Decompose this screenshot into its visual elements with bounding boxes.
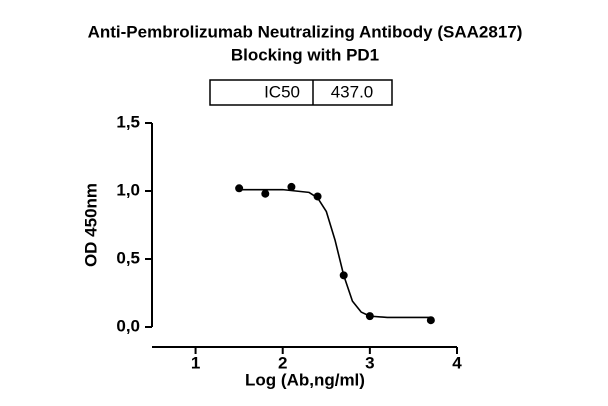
data-point — [365, 312, 374, 321]
y-tick-label: 1,5 — [116, 112, 140, 131]
data-point — [261, 189, 270, 198]
x-tick-label: 1 — [191, 353, 200, 372]
data-point — [235, 184, 244, 193]
chart-title: Anti-Pembrolizumab Neutralizing Antibody… — [88, 22, 523, 41]
y-tick-label: 0,5 — [116, 248, 140, 267]
x-tick-label: 2 — [278, 353, 287, 372]
fit-curve — [239, 188, 431, 319]
data-point — [287, 182, 296, 191]
ic50-label: IC50 — [264, 82, 300, 101]
x-axis-label: Log (Ab,ng/ml) — [245, 370, 365, 389]
data-point — [313, 192, 322, 201]
y-tick-label: 0,0 — [116, 316, 140, 335]
ic50-box — [209, 79, 393, 106]
data-point — [426, 316, 435, 325]
chart-title: Blocking with PD1 — [231, 45, 379, 64]
data-point — [339, 271, 348, 280]
ic50-value: 437.0 — [331, 82, 374, 101]
x-tick-label: 3 — [365, 353, 374, 372]
y-tick-label: 1,0 — [116, 180, 140, 199]
y-axis-label: OD 450nm — [81, 183, 100, 267]
x-tick-label: 4 — [452, 353, 462, 372]
